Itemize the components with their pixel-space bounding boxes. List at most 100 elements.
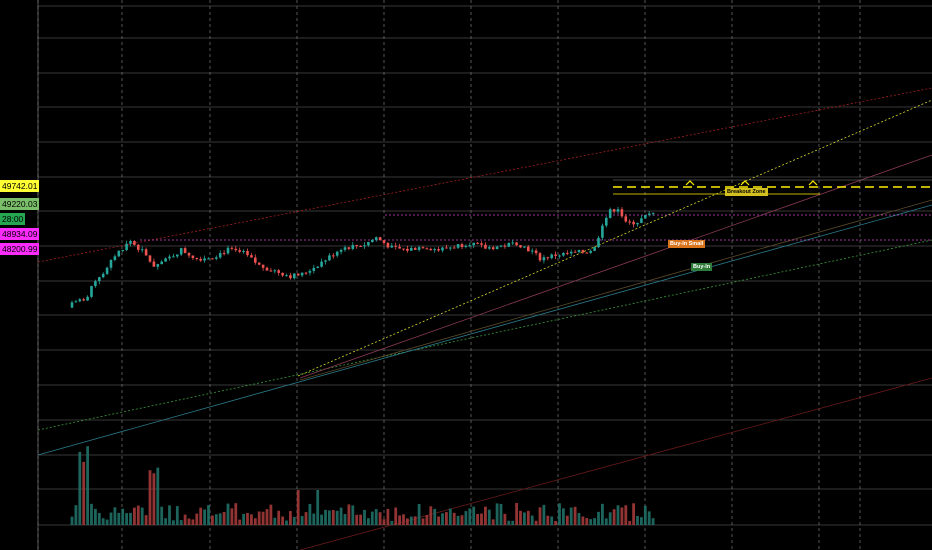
volume-bar	[487, 509, 491, 525]
candle-body	[608, 209, 612, 218]
candle-body	[566, 252, 569, 254]
candle-body	[562, 252, 565, 256]
candle-body	[117, 250, 121, 257]
candle-body	[332, 255, 335, 257]
volume-bar	[246, 513, 249, 525]
volume-bar	[222, 512, 226, 525]
volume-bar	[523, 512, 526, 525]
candle-body	[636, 222, 639, 225]
volume-bar	[507, 520, 511, 525]
volume-bar	[296, 490, 300, 525]
volume-bar	[643, 505, 647, 525]
volume-bar	[409, 516, 413, 525]
volume-bar	[82, 461, 86, 525]
candle-body	[293, 273, 296, 279]
volume-bar	[386, 508, 390, 525]
volume-bar	[480, 513, 483, 525]
candle-body	[573, 251, 577, 253]
price-tag-48934: 48934.09	[0, 228, 40, 240]
candle-body	[374, 237, 378, 240]
volume-bar	[113, 507, 117, 525]
volume-bar	[628, 520, 632, 525]
volume-bar	[164, 518, 167, 525]
volume-bar	[491, 519, 495, 525]
volume-bar	[608, 512, 612, 525]
trend-line	[299, 154, 932, 379]
volume-bar	[472, 506, 476, 525]
volume-bar	[363, 509, 366, 525]
volume-bar	[125, 513, 128, 525]
candle-body	[125, 243, 128, 251]
candle-body	[589, 250, 592, 253]
volume-bar	[565, 515, 569, 525]
candle-body	[324, 260, 327, 262]
candle-body	[109, 259, 113, 268]
volume-bar	[230, 508, 234, 525]
volume-bar	[636, 515, 639, 525]
candlesticks	[70, 206, 655, 308]
candle-body	[460, 244, 464, 247]
price-levels	[140, 214, 932, 241]
volume-bar	[207, 505, 210, 525]
candle-body	[449, 247, 452, 249]
candle-body	[367, 242, 370, 246]
volume-bar	[300, 515, 304, 525]
volume-bar	[499, 503, 503, 525]
volume-bar	[289, 511, 292, 525]
volume-bar	[573, 506, 577, 525]
candle-body	[480, 243, 483, 245]
price-tag-49742: 49742.01	[0, 180, 40, 192]
candle-body	[98, 277, 101, 282]
volume-bar	[593, 518, 596, 525]
trend-line	[299, 377, 932, 550]
candle-body	[137, 244, 140, 250]
candle-body	[226, 247, 230, 254]
candle-body	[347, 247, 351, 249]
candle-body	[300, 272, 304, 276]
volume-bar	[429, 506, 433, 525]
candle-body	[308, 270, 312, 273]
candle-body	[74, 301, 78, 303]
volume-bar	[534, 520, 538, 525]
volume-bar	[503, 513, 507, 525]
price-tag-49220: 49220.03	[0, 198, 40, 210]
volume-bar	[328, 510, 331, 525]
volume-bar	[324, 509, 327, 525]
volume-bar	[109, 512, 113, 525]
volume-bar	[316, 490, 320, 525]
candle-body	[304, 272, 308, 274]
candle-body	[476, 242, 479, 244]
volume-bar	[359, 514, 362, 525]
volume-bar	[331, 510, 335, 525]
volume-bar	[312, 513, 316, 525]
candle-body	[320, 261, 323, 267]
volume-bar	[70, 516, 74, 525]
candle-body	[78, 299, 82, 302]
volume-bar	[78, 451, 82, 525]
volume-bar	[183, 514, 187, 525]
candle-body	[511, 242, 514, 244]
volume-bar	[589, 519, 593, 525]
candle-body	[593, 247, 596, 251]
candle-body	[624, 216, 628, 222]
candle-body	[222, 253, 226, 255]
candle-body	[94, 281, 97, 287]
candle-body	[605, 217, 608, 226]
candle-body	[211, 258, 214, 260]
candle-body	[277, 270, 280, 273]
candle-body	[218, 253, 222, 258]
volume-bar	[195, 513, 199, 525]
volume-bar	[382, 519, 386, 525]
candle-body	[398, 246, 401, 249]
volume-bar	[515, 503, 518, 525]
candle-body	[265, 267, 269, 271]
volume-bar	[351, 505, 355, 525]
candle-body	[433, 249, 436, 251]
candle-body	[585, 252, 589, 254]
volume-bar	[129, 512, 132, 525]
candle-body	[452, 247, 456, 249]
volume-bar	[281, 516, 284, 525]
volume-bar	[550, 516, 554, 525]
candle-body	[312, 267, 316, 271]
